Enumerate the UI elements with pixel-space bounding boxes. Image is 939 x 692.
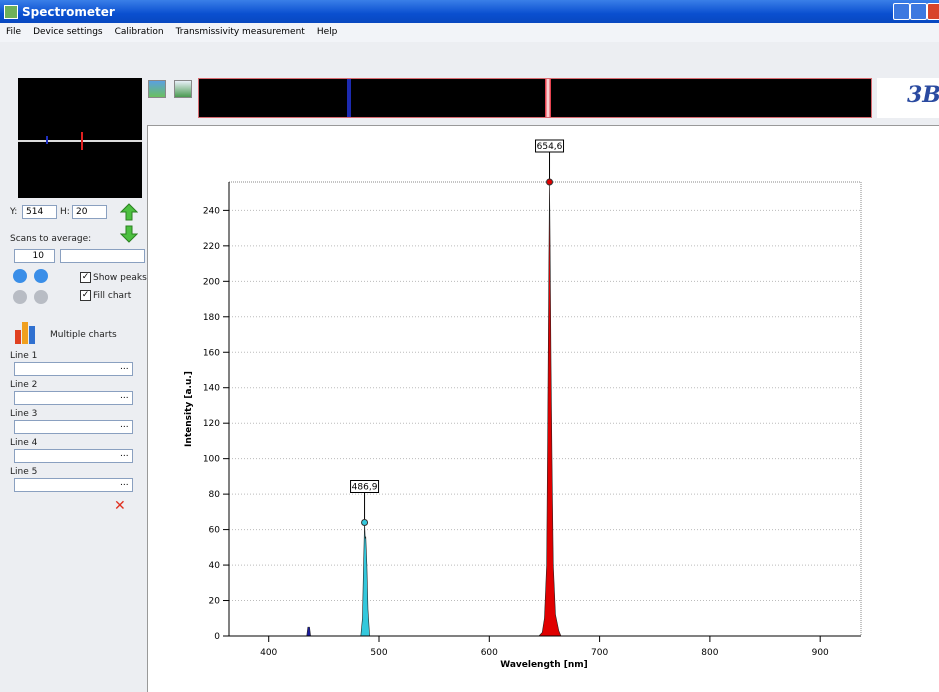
logo-text: 3B bbox=[907, 82, 939, 108]
y-tick-label: 140 bbox=[203, 384, 220, 394]
down-button[interactable] bbox=[121, 226, 137, 242]
y-tick-label: 80 bbox=[209, 490, 221, 500]
app-icon bbox=[4, 5, 18, 19]
peak-marker bbox=[362, 520, 368, 526]
up-button[interactable] bbox=[121, 204, 137, 220]
x-tick-label: 400 bbox=[260, 648, 277, 658]
line-input[interactable] bbox=[14, 362, 133, 376]
peak-label: 486,9 bbox=[352, 483, 378, 493]
app-window: Spectrometer FileDevice settingsCalibrat… bbox=[0, 0, 939, 691]
x-tick-label: 900 bbox=[812, 648, 829, 658]
maximize-button[interactable] bbox=[910, 3, 927, 20]
y-input[interactable]: 514 bbox=[22, 205, 57, 219]
stop-button[interactable] bbox=[13, 290, 27, 304]
preview-peak bbox=[46, 136, 48, 144]
spectrum-area bbox=[361, 523, 370, 637]
menu-item[interactable]: Transmissivity measurement bbox=[170, 23, 311, 37]
preview-peak bbox=[81, 132, 83, 150]
x-tick-label: 600 bbox=[481, 648, 498, 658]
y-tick-label: 180 bbox=[203, 313, 220, 323]
line-label: Line 1 bbox=[10, 351, 37, 361]
multiple-charts-icon[interactable] bbox=[14, 320, 40, 344]
line-label: Line 2 bbox=[10, 380, 37, 390]
minimize-button[interactable] bbox=[893, 3, 910, 20]
title-bar: Spectrometer bbox=[0, 0, 939, 23]
x-tick-label: 500 bbox=[370, 648, 387, 658]
y-tick-label: 20 bbox=[209, 597, 221, 607]
fill-chart-label: Fill chart bbox=[93, 291, 131, 301]
menu-item[interactable]: File bbox=[0, 23, 27, 37]
line-input[interactable] bbox=[14, 478, 133, 492]
show-peaks-label: Show peaks bbox=[93, 273, 147, 283]
spectrum-band bbox=[347, 79, 351, 117]
y-tick-label: 220 bbox=[203, 242, 220, 252]
browse-button[interactable]: ... bbox=[120, 449, 129, 459]
arrow-buttons bbox=[120, 203, 138, 243]
line-label: Line 5 bbox=[10, 467, 37, 477]
y-tick-label: 60 bbox=[209, 526, 221, 536]
y-tick-label: 0 bbox=[214, 632, 220, 642]
show-peaks-checkbox[interactable]: ✓ bbox=[80, 272, 91, 283]
line-input[interactable] bbox=[14, 449, 133, 463]
x-tick-label: 800 bbox=[701, 648, 718, 658]
toolbar-icon[interactable] bbox=[148, 80, 166, 98]
browse-button[interactable]: ... bbox=[120, 420, 129, 430]
toolbar-icon[interactable] bbox=[174, 80, 192, 98]
multiple-charts-label: Multiple charts bbox=[50, 330, 117, 340]
line-input[interactable] bbox=[14, 420, 133, 434]
spectrum-area bbox=[307, 627, 311, 636]
plot-frame bbox=[229, 182, 861, 636]
close-button[interactable] bbox=[927, 3, 939, 20]
x-tick-label: 700 bbox=[591, 648, 608, 658]
line-label: Line 4 bbox=[10, 438, 37, 448]
peak-marker bbox=[547, 179, 553, 185]
chart-panel: Intensity [a.u.] Wavelength [nm] 0 20 40 60… bbox=[147, 125, 939, 692]
window-title: Spectrometer bbox=[22, 5, 115, 19]
scans-label: Scans to average: bbox=[10, 234, 91, 244]
spectrum-area bbox=[539, 182, 561, 636]
y-axis-title: Intensity [a.u.] bbox=[184, 371, 194, 447]
line-label: Line 3 bbox=[10, 409, 37, 419]
spectrum-band bbox=[545, 79, 551, 117]
y-tick-label: 240 bbox=[203, 206, 220, 216]
h-input[interactable]: 20 bbox=[72, 205, 107, 219]
preview-line bbox=[18, 140, 142, 142]
menu-item[interactable]: Device settings bbox=[27, 23, 109, 37]
y-label: Y: bbox=[10, 207, 17, 217]
fill-chart-checkbox[interactable]: ✓ bbox=[80, 290, 91, 301]
y-tick-label: 120 bbox=[203, 419, 220, 429]
x-axis-title: Wavelength [nm] bbox=[500, 660, 588, 670]
clear-button[interactable]: ✕ bbox=[114, 498, 126, 514]
camera-preview bbox=[18, 78, 142, 198]
logo: 3B bbox=[877, 78, 939, 118]
pause-button[interactable] bbox=[34, 290, 48, 304]
play-continuous-button[interactable] bbox=[34, 269, 48, 283]
browse-button[interactable]: ... bbox=[120, 362, 129, 372]
peak-label: 654,6 bbox=[537, 142, 563, 152]
y-tick-label: 40 bbox=[209, 561, 221, 571]
y-tick-label: 100 bbox=[203, 455, 220, 465]
h-label: H: bbox=[60, 207, 70, 217]
scans-input[interactable]: 10 bbox=[14, 249, 55, 263]
menu-item[interactable]: Calibration bbox=[109, 23, 170, 37]
menu-item[interactable]: Help bbox=[311, 23, 344, 37]
spectrum-strip bbox=[198, 78, 872, 118]
browse-button[interactable]: ... bbox=[120, 391, 129, 401]
progress-field bbox=[60, 249, 145, 263]
play-button[interactable] bbox=[13, 269, 27, 283]
y-tick-label: 160 bbox=[203, 348, 220, 358]
line-input[interactable] bbox=[14, 391, 133, 405]
browse-button[interactable]: ... bbox=[120, 478, 129, 488]
y-tick-label: 200 bbox=[203, 277, 220, 287]
